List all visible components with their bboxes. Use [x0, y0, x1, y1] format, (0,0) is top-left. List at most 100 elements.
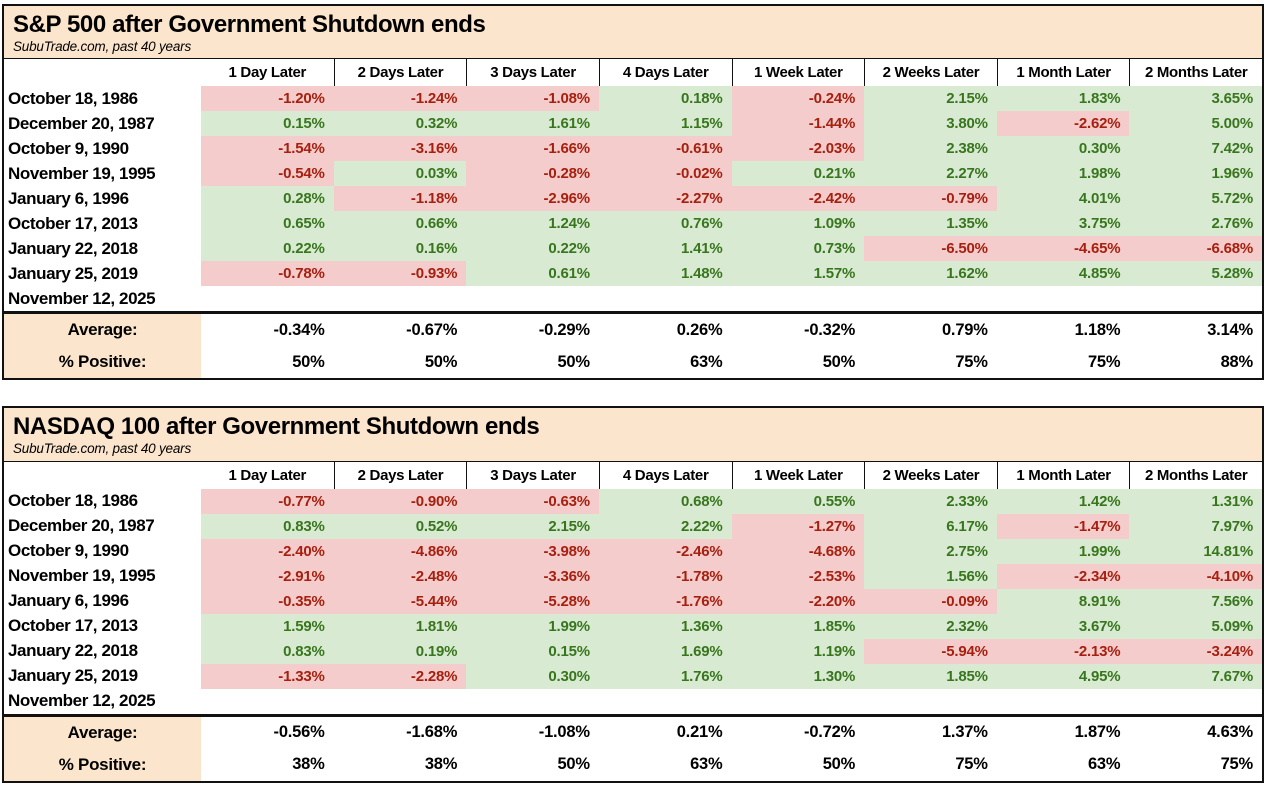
value-cell: 1.81%: [333, 613, 467, 639]
column-header: 2 Months Later: [1129, 461, 1262, 489]
summary-value-cell: 50%: [333, 346, 467, 379]
value-cell: [996, 286, 1130, 312]
column-header: 2 Weeks Later: [864, 59, 997, 87]
value-cell: 0.18%: [598, 86, 732, 112]
value-cell: 1.69%: [598, 638, 732, 664]
value-cell: -1.27%: [731, 513, 865, 539]
summary-label-cell: % Positive:: [4, 346, 201, 379]
value-cell: -0.63%: [466, 488, 599, 514]
value-cell: -0.78%: [201, 261, 334, 287]
date-cell: October 18, 1986: [4, 86, 201, 112]
summary-row: % Positive: 38% 38% 50% 63% 50% 75% 63% 75%: [4, 748, 1262, 781]
value-cell: -0.54%: [201, 161, 334, 187]
value-cell: -3.16%: [333, 136, 467, 162]
date-cell: November 19, 1995: [4, 161, 201, 187]
column-header: 4 Days Later: [598, 461, 732, 489]
value-cell: [466, 286, 599, 312]
date-cell: October 9, 1990: [4, 136, 201, 162]
summary-value-cell: 50%: [466, 346, 599, 379]
value-cell: 1.19%: [731, 638, 865, 664]
summary-value-cell: -0.32%: [731, 314, 865, 347]
table-row: October 9, 1990 -2.40% -4.86% -3.98% -2.46% -…: [4, 538, 1262, 564]
value-cell: [466, 688, 599, 714]
value-cell: 1.35%: [864, 211, 997, 237]
value-cell: 0.61%: [466, 261, 599, 287]
table-row: November 12, 2025: [4, 688, 1262, 714]
column-header: 2 Weeks Later: [864, 461, 997, 489]
date-cell: January 25, 2019: [4, 663, 201, 689]
table-row: October 9, 1990 -1.54% -3.16% -1.66% -0.61% -…: [4, 136, 1262, 162]
value-cell: 0.55%: [731, 488, 865, 514]
value-cell: -0.35%: [201, 588, 334, 614]
table-row: December 20, 1987 0.83% 0.52% 2.15% 2.22% -1.…: [4, 513, 1262, 539]
value-cell: 1.83%: [996, 86, 1130, 112]
value-cell: [731, 688, 865, 714]
table-row: January 6, 1996 0.28% -1.18% -2.96% -2.27% -2…: [4, 186, 1262, 212]
nasdaq100-title-block: NASDAQ 100 after Government Shutdown end…: [4, 408, 1262, 462]
value-cell: [996, 688, 1130, 714]
summary-value-cell: 0.21%: [598, 716, 732, 749]
nasdaq100-table: NASDAQ 100 after Government Shutdown end…: [2, 406, 1264, 783]
column-header: 3 Days Later: [466, 59, 599, 87]
value-cell: -0.24%: [731, 86, 865, 112]
table-row: November 19, 1995 -2.91% -2.48% -3.36% -1.78…: [4, 563, 1262, 589]
value-cell: -4.86%: [333, 538, 467, 564]
sp500-table: S&P 500 after Government Shutdown ends S…: [2, 4, 1264, 381]
column-header-row: 1 Day Later 2 Days Later 3 Days Later 4 Day…: [4, 461, 1262, 489]
summary-value-cell: -1.08%: [466, 716, 599, 749]
value-cell: 0.66%: [333, 211, 467, 237]
value-cell: 1.56%: [864, 563, 997, 589]
summary-row: Average: -0.34% -0.67% -0.29% 0.26% -0.32% 0.7…: [4, 314, 1262, 347]
value-cell: 1.59%: [201, 613, 334, 639]
value-cell: -1.78%: [598, 563, 732, 589]
value-cell: -1.24%: [333, 86, 467, 112]
value-cell: 0.16%: [333, 236, 467, 262]
value-cell: 0.15%: [201, 111, 334, 137]
nasdaq100-totals-separator: [4, 713, 1262, 717]
value-cell: -4.65%: [996, 236, 1130, 262]
value-cell: [1129, 688, 1262, 714]
value-cell: 0.83%: [201, 513, 334, 539]
value-cell: 3.67%: [996, 613, 1130, 639]
value-cell: 0.83%: [201, 638, 334, 664]
summary-value-cell: -0.34%: [201, 314, 334, 347]
date-cell: January 22, 2018: [4, 236, 201, 262]
value-cell: 1.85%: [864, 663, 997, 689]
value-cell: 2.22%: [598, 513, 732, 539]
value-cell: 8.91%: [996, 588, 1130, 614]
value-cell: -2.48%: [333, 563, 467, 589]
summary-label-cell: Average:: [4, 314, 201, 347]
value-cell: 0.22%: [466, 236, 599, 262]
value-cell: 2.15%: [466, 513, 599, 539]
summary-value-cell: 4.63%: [1129, 716, 1262, 749]
table-row: November 19, 1995 -0.54% 0.03% -0.28% -0.02%…: [4, 161, 1262, 187]
summary-value-cell: 75%: [996, 346, 1130, 379]
summary-row: Average: -0.56% -1.68% -1.08% 0.21% -0.72% 1.3…: [4, 716, 1262, 749]
value-cell: 0.32%: [333, 111, 467, 137]
value-cell: -2.42%: [731, 186, 865, 212]
value-cell: [1129, 286, 1262, 312]
column-header: 2 Days Later: [333, 59, 467, 87]
value-cell: 5.00%: [1129, 111, 1262, 137]
value-cell: 1.42%: [996, 488, 1130, 514]
date-cell: December 20, 1987: [4, 111, 201, 137]
summary-value-cell: 63%: [996, 748, 1130, 781]
value-cell: 2.33%: [864, 488, 997, 514]
column-header-row: 1 Day Later 2 Days Later 3 Days Later 4 Day…: [4, 59, 1262, 87]
value-cell: 0.65%: [201, 211, 334, 237]
table-row: January 6, 1996 -0.35% -5.44% -5.28% -1.76% -…: [4, 588, 1262, 614]
value-cell: 4.85%: [996, 261, 1130, 287]
value-cell: -3.36%: [466, 563, 599, 589]
value-cell: 0.68%: [598, 488, 732, 514]
value-cell: -5.44%: [333, 588, 467, 614]
value-cell: -3.24%: [1129, 638, 1262, 664]
value-cell: -0.90%: [333, 488, 467, 514]
summary-value-cell: 63%: [598, 748, 732, 781]
value-cell: 2.15%: [864, 86, 997, 112]
value-cell: 4.95%: [996, 663, 1130, 689]
value-cell: [333, 286, 467, 312]
nasdaq100-totals-grid: Average: -0.56% -1.68% -1.08% 0.21% -0.72% 1.3…: [4, 716, 1262, 781]
summary-value-cell: 3.14%: [1129, 314, 1262, 347]
value-cell: 1.98%: [996, 161, 1130, 187]
value-cell: -1.47%: [996, 513, 1130, 539]
